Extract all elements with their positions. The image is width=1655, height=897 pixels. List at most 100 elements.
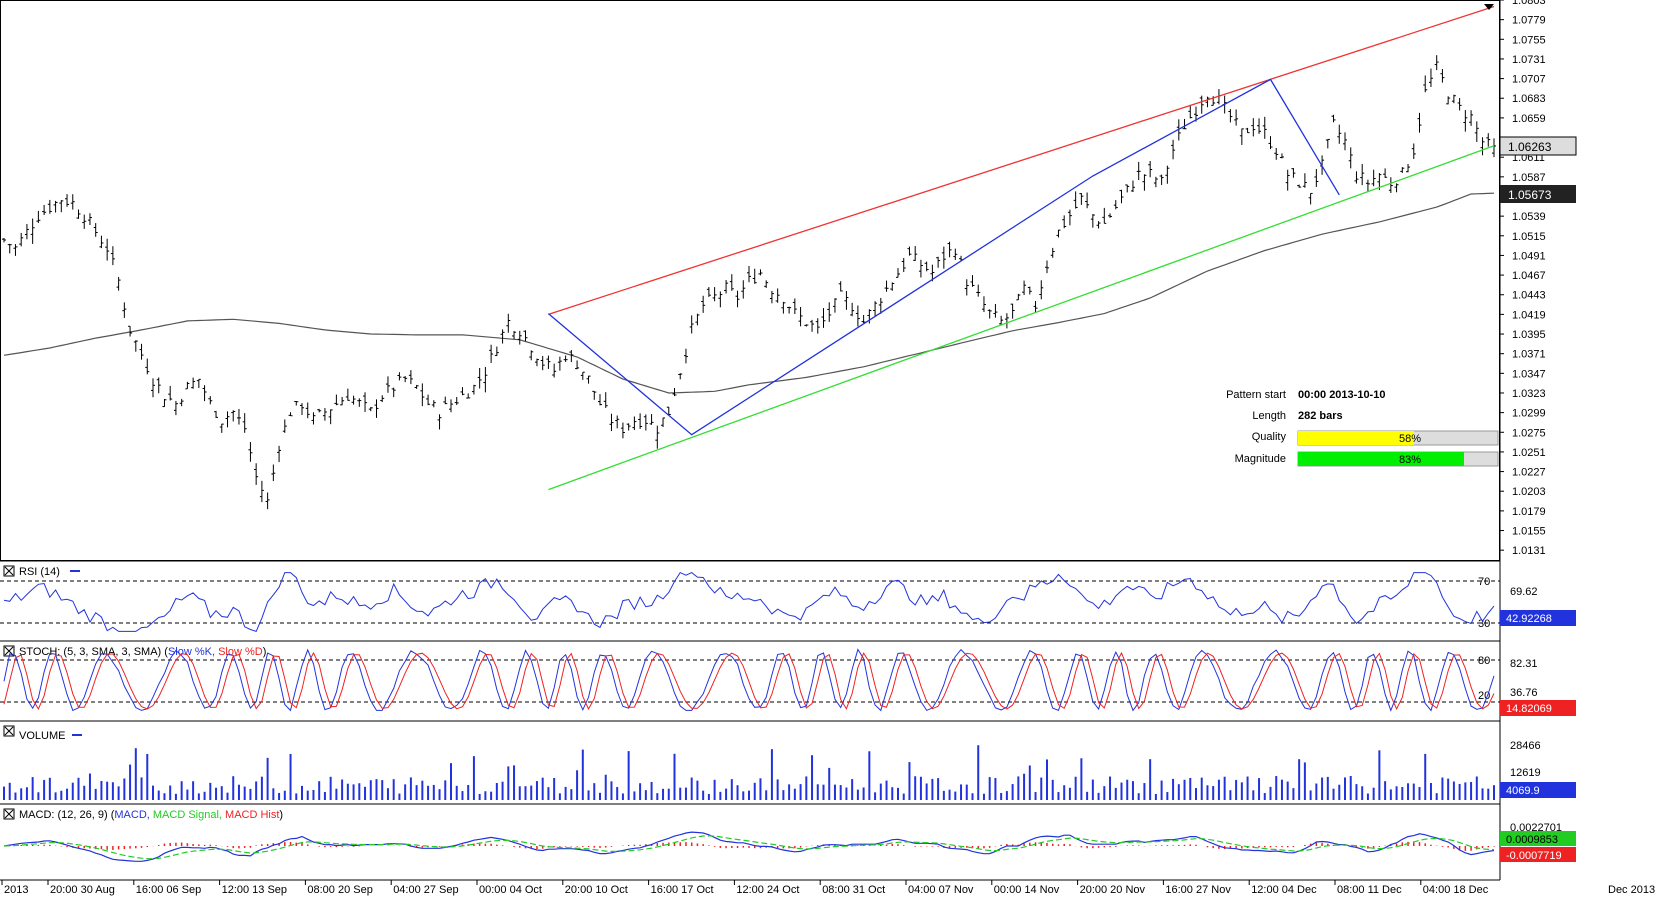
volume-tick-2: 12619: [1510, 767, 1541, 779]
quality-label: Quality: [1252, 431, 1287, 443]
magnitude-label: Magnitude: [1235, 453, 1286, 465]
stoch-label-prefix: STOCH: (5, 3, SMA, 3, SMA): [19, 646, 161, 658]
support-line: [548, 145, 1495, 491]
price-tick-label: 1.0683: [1512, 93, 1546, 105]
macd-signal-line: [3, 835, 1495, 860]
time-tick-label: 16:00 27 Nov: [1165, 884, 1231, 896]
price-tick-label: 1.0371: [1512, 349, 1546, 361]
volume-bars: [3, 745, 1495, 800]
magnitude-value: 83%: [1399, 454, 1421, 466]
pattern-start-label: Pattern start: [1226, 389, 1286, 401]
volume-close-x: [4, 726, 14, 736]
stoch-current-value: 14.82069: [1506, 703, 1552, 715]
price-tick-label: 1.0707: [1512, 74, 1546, 86]
rsi-label: RSI (14): [19, 566, 60, 578]
resistance-line: [548, 5, 1495, 316]
price-tick-label: 1.0731: [1512, 54, 1546, 66]
price-tick-label: 1.0803: [1512, 0, 1546, 7]
time-tick-label: 12:00 24 Oct: [736, 884, 799, 896]
price-tick-label: 1.0755: [1512, 34, 1546, 46]
rsi-close-x: [4, 566, 14, 576]
quality-value: 58%: [1399, 433, 1421, 445]
stoch-right-value-1: 82.31: [1510, 658, 1538, 670]
macd-signal-box: [1500, 847, 1576, 862]
time-tick-label: 16:00 06 Sep: [136, 884, 201, 896]
price-tick-label: 1.0251: [1512, 447, 1546, 459]
rsi-lower-label: 30: [1478, 618, 1490, 630]
volume-current-value: 4069.9: [1506, 785, 1540, 797]
macd-label: MACD: (12, 26, 9) (MACD, MACD Signal, MA…: [19, 809, 283, 821]
time-tick-label: 20:00 20 Nov: [1080, 884, 1146, 896]
magnitude-bar-fill: [1298, 452, 1464, 466]
pattern-info: Pattern start 00:00 2013-10-10 Length 28…: [1226, 389, 1499, 467]
macd-signal-value: -0.0007719: [1506, 850, 1562, 862]
rsi-right-value: 69.62: [1510, 586, 1538, 598]
macd-value-box: [1500, 831, 1576, 846]
price-bars: [2, 55, 1496, 510]
stoch-k-line: [3, 648, 1495, 712]
stoch-upper-label: 80: [1478, 655, 1490, 667]
time-tick-label: 08:00 11 Dec: [1337, 884, 1402, 896]
price-tick-label: 1.0515: [1512, 231, 1546, 243]
rsi-line: [3, 571, 1495, 633]
time-tick-label: 2013: [4, 884, 28, 896]
pattern-zigzag: [547, 78, 1340, 436]
price-tick-label: 1.0443: [1512, 290, 1546, 302]
price-tick-label: 1.0539: [1512, 211, 1546, 223]
stoch-current-box: [1500, 700, 1576, 716]
time-tick-label: 00:00 04 Oct: [479, 884, 542, 896]
price-tick-label: 1.0227: [1512, 467, 1546, 479]
time-axis-right-label: Dec 2013: [1608, 884, 1655, 896]
price-tick-label: 1.0779: [1512, 15, 1546, 27]
sma-line: [3, 192, 1495, 394]
price-tick-label: 1.0491: [1512, 250, 1546, 262]
ma-price-box: [1500, 185, 1576, 203]
time-tick-label: 08:00 20 Sep: [307, 884, 372, 896]
rsi-current-box: [1500, 610, 1576, 626]
macd-value: 0.0009853: [1506, 834, 1558, 846]
price-tick-label: 1.0179: [1512, 506, 1546, 518]
time-tick-label: 12:00 13 Sep: [222, 884, 287, 896]
current-price-label: 1.06263: [1508, 140, 1552, 154]
price-panel-frame: [0, 0, 1500, 561]
volume-tick-1: 28466: [1510, 740, 1541, 752]
price-axis-ticks: 1.0803 1.0779 1.0755 1.0731 1.0707 1.0683 1.06…: [1500, 0, 1546, 557]
price-tick-label: 1.0131: [1512, 545, 1546, 557]
stoch-right-value-2: 36.76: [1510, 687, 1538, 699]
time-tick-label: 16:00 17 Oct: [651, 884, 714, 896]
volume-label: VOLUME: [19, 730, 65, 742]
macd-hist-label: MACD Hist: [225, 809, 279, 821]
volume-current-box: [1500, 782, 1576, 798]
time-tick-label: 08:00 31 Oct: [822, 884, 885, 896]
quality-bar-fill: [1298, 431, 1414, 445]
macd-label-prefix: MACD: (12, 26, 9): [19, 809, 108, 821]
pattern-length-value: 282 bars: [1298, 410, 1343, 422]
price-tick-label: 1.0659: [1512, 113, 1546, 125]
time-tick-label: 20:00 10 Oct: [565, 884, 628, 896]
time-tick-label: 00:00 14 Nov: [994, 884, 1060, 896]
time-axis-labels: 2013 20:00 30 Aug 16:00 06 Sep 12:00 13 Sep…: [1, 880, 1489, 896]
time-tick-label: 20:00 30 Aug: [50, 884, 115, 896]
rsi-upper-label: 70: [1478, 576, 1490, 588]
price-tick-label: 1.0323: [1512, 388, 1546, 400]
macd-close-x: [4, 809, 14, 819]
macd-macd-label: MACD,: [114, 809, 149, 821]
price-tick-label: 1.0419: [1512, 309, 1546, 321]
sma-path: [3, 192, 1495, 394]
scroll-marker-icon[interactable]: [1484, 4, 1494, 10]
ma-price-label: 1.05673: [1508, 188, 1552, 202]
time-tick-label: 04:00 18 Dec: [1423, 884, 1489, 896]
pattern-start-value: 00:00 2013-10-10: [1298, 389, 1385, 401]
price-tick-label: 1.0467: [1512, 270, 1546, 282]
time-tick-label: 04:00 27 Sep: [393, 884, 458, 896]
stoch-d-label: Slow %D: [218, 646, 263, 658]
price-tick-label: 1.0587: [1512, 172, 1546, 184]
time-tick-label: 12:00 04 Dec: [1251, 884, 1317, 896]
price-tick-label: 1.0395: [1512, 329, 1546, 341]
stoch-lower-label: 20: [1478, 690, 1490, 702]
stoch-close-x: [4, 646, 14, 656]
stoch-d-line: [3, 651, 1495, 711]
price-tick-label: 1.0347: [1512, 368, 1546, 380]
price-tick-label: 1.0155: [1512, 526, 1546, 538]
